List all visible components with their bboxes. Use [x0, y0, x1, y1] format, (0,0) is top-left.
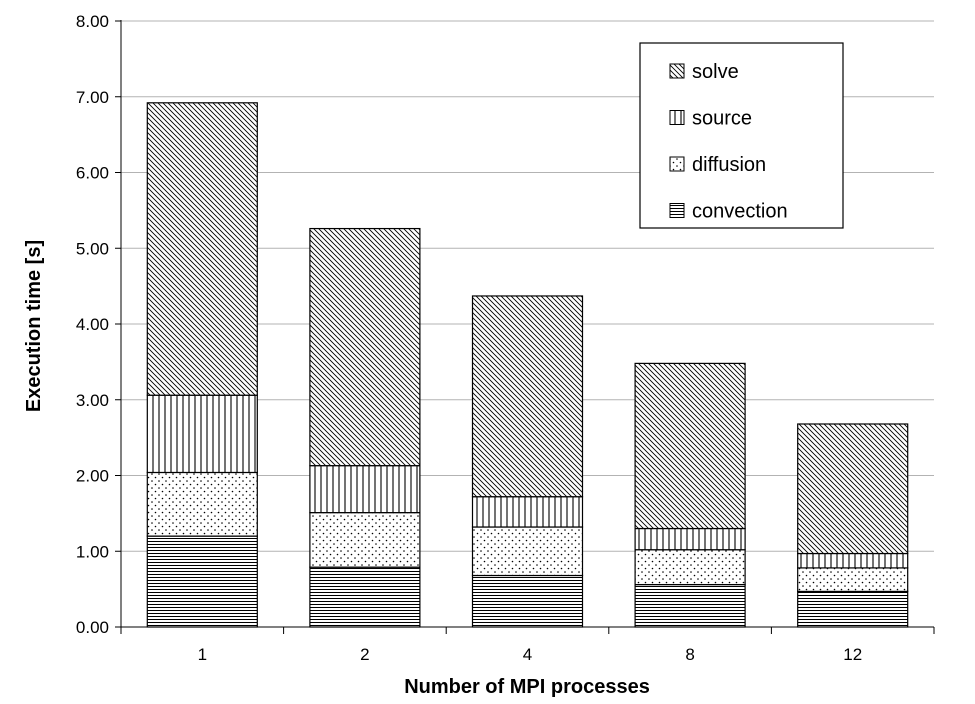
bar-segment-solve [146, 102, 258, 396]
y-tick-label: 4.00 [76, 315, 109, 334]
bar-segment-diffusion [797, 567, 909, 592]
bar-segment-diffusion [309, 512, 421, 568]
legend-swatch-convection [669, 203, 685, 218]
bar-segment-source [634, 527, 746, 551]
legend-label-source: source [692, 108, 752, 130]
bar-segment-diffusion [146, 471, 258, 537]
bar-segment-source [309, 465, 421, 514]
y-tick-label: 6.00 [76, 164, 109, 183]
bar-segment-solve [797, 423, 909, 555]
y-tick-label: 2.00 [76, 467, 109, 486]
y-tick-label: 8.00 [76, 12, 109, 31]
y-tick-label: 7.00 [76, 88, 109, 107]
bar-segment-diffusion [634, 549, 746, 586]
bar-segment-source [797, 552, 909, 569]
legend-swatch-diffusion [669, 156, 685, 172]
bar-segment-solve [309, 227, 421, 467]
legend-label-solve: solve [692, 61, 739, 83]
bar-segment-convection [309, 566, 421, 628]
legend-label-diffusion: diffusion [692, 154, 766, 176]
bar-segment-convection [471, 574, 584, 628]
bar-segment-source [471, 496, 584, 528]
legend: solve source diffusion convection [639, 42, 844, 229]
y-tick-label: 0.00 [76, 618, 109, 637]
bar-segment-source [146, 394, 258, 474]
x-tick-label: 1 [198, 645, 207, 664]
bar-segment-convection [634, 583, 746, 628]
legend-label-convection: convection [692, 201, 788, 223]
bars [146, 102, 909, 628]
axes [115, 20, 935, 634]
x-tick-label: 4 [523, 645, 532, 664]
tick-labels: 0.001.002.003.004.005.006.007.008.001 2 4 8… [76, 12, 862, 664]
bar-segment-diffusion [471, 526, 584, 577]
x-tick-label: 8 [685, 645, 694, 664]
bar-segment-solve [471, 295, 584, 498]
x-tick-label: 2 [360, 645, 369, 664]
legend-swatch-source [669, 110, 685, 125]
y-tick-label: 5.00 [76, 239, 109, 258]
bar-segment-convection [146, 535, 258, 628]
y-axis-title: Execution time [s] [23, 240, 45, 412]
x-axis-title: Number of MPI processes [404, 676, 650, 698]
y-tick-label: 3.00 [76, 391, 109, 410]
x-tick-label: 12 [843, 645, 862, 664]
bar-segment-convection [797, 590, 909, 628]
y-tick-label: 1.00 [76, 542, 109, 561]
bar-segment-solve [634, 362, 746, 530]
legend-swatch-solve [669, 63, 685, 79]
